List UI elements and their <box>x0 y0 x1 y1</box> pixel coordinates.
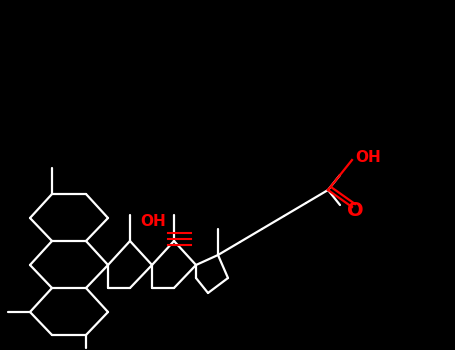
Text: OH: OH <box>355 150 381 166</box>
Text: O: O <box>347 201 363 219</box>
Text: OH: OH <box>140 214 166 229</box>
